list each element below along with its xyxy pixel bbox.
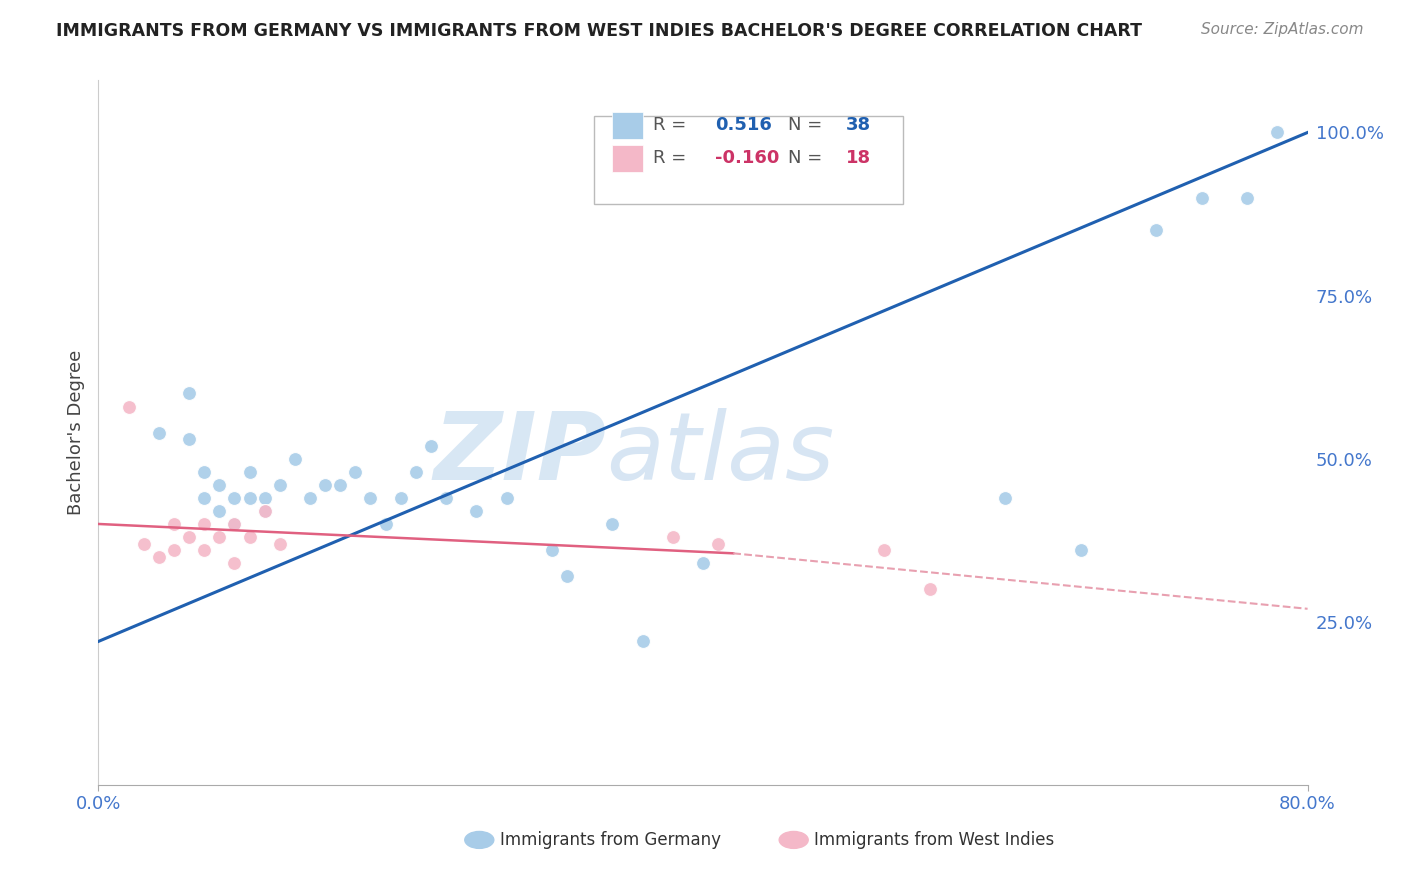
Point — [692, 556, 714, 570]
Point — [118, 400, 141, 414]
Point — [148, 425, 170, 440]
Point — [208, 504, 231, 518]
Point — [269, 478, 291, 492]
Point — [374, 516, 396, 531]
Text: Immigrants from West Indies: Immigrants from West Indies — [814, 831, 1054, 849]
Point — [253, 504, 276, 518]
Text: N =: N = — [787, 150, 823, 168]
Point — [602, 516, 624, 531]
Text: R =: R = — [654, 116, 686, 135]
Point — [1267, 126, 1289, 140]
Point — [314, 478, 336, 492]
Point — [132, 536, 155, 550]
Point — [1191, 191, 1213, 205]
Point — [360, 491, 382, 505]
Point — [631, 634, 654, 648]
Point — [224, 556, 246, 570]
Point — [239, 530, 262, 544]
FancyBboxPatch shape — [595, 116, 903, 203]
Point — [555, 569, 578, 583]
Point — [193, 516, 215, 531]
Point — [495, 491, 517, 505]
Point — [193, 465, 215, 479]
Text: Immigrants from Germany: Immigrants from Germany — [501, 831, 721, 849]
Text: atlas: atlas — [606, 409, 835, 500]
Y-axis label: Bachelor's Degree: Bachelor's Degree — [66, 350, 84, 516]
Circle shape — [465, 831, 494, 848]
Point — [179, 530, 201, 544]
Point — [239, 491, 262, 505]
Point — [465, 504, 488, 518]
FancyBboxPatch shape — [613, 112, 643, 139]
Point — [540, 543, 562, 558]
Point — [253, 491, 276, 505]
Point — [179, 432, 201, 446]
Point — [434, 491, 457, 505]
Point — [239, 465, 262, 479]
Text: 38: 38 — [845, 116, 870, 135]
Point — [1144, 223, 1167, 237]
Point — [420, 439, 443, 453]
Point — [707, 536, 730, 550]
Point — [873, 543, 896, 558]
Point — [269, 536, 291, 550]
Point — [344, 465, 367, 479]
Point — [1236, 191, 1258, 205]
Text: 0.516: 0.516 — [716, 116, 772, 135]
Text: N =: N = — [787, 116, 823, 135]
Point — [918, 582, 941, 597]
Circle shape — [779, 831, 808, 848]
Point — [329, 478, 352, 492]
Text: 18: 18 — [845, 150, 870, 168]
Point — [994, 491, 1017, 505]
Point — [224, 516, 246, 531]
Point — [284, 451, 307, 466]
Point — [193, 543, 215, 558]
Text: R =: R = — [654, 150, 686, 168]
Point — [193, 491, 215, 505]
Point — [179, 386, 201, 401]
Point — [163, 543, 186, 558]
Point — [163, 516, 186, 531]
Text: IMMIGRANTS FROM GERMANY VS IMMIGRANTS FROM WEST INDIES BACHELOR'S DEGREE CORRELA: IMMIGRANTS FROM GERMANY VS IMMIGRANTS FR… — [56, 22, 1142, 40]
Point — [224, 516, 246, 531]
Point — [208, 478, 231, 492]
Text: -0.160: -0.160 — [716, 150, 779, 168]
FancyBboxPatch shape — [613, 145, 643, 172]
Point — [148, 549, 170, 564]
Point — [224, 491, 246, 505]
Point — [389, 491, 412, 505]
Point — [661, 530, 683, 544]
Point — [253, 504, 276, 518]
Point — [299, 491, 322, 505]
Point — [405, 465, 427, 479]
Text: Source: ZipAtlas.com: Source: ZipAtlas.com — [1201, 22, 1364, 37]
Text: ZIP: ZIP — [433, 408, 606, 500]
Point — [1070, 543, 1092, 558]
Point — [208, 530, 231, 544]
